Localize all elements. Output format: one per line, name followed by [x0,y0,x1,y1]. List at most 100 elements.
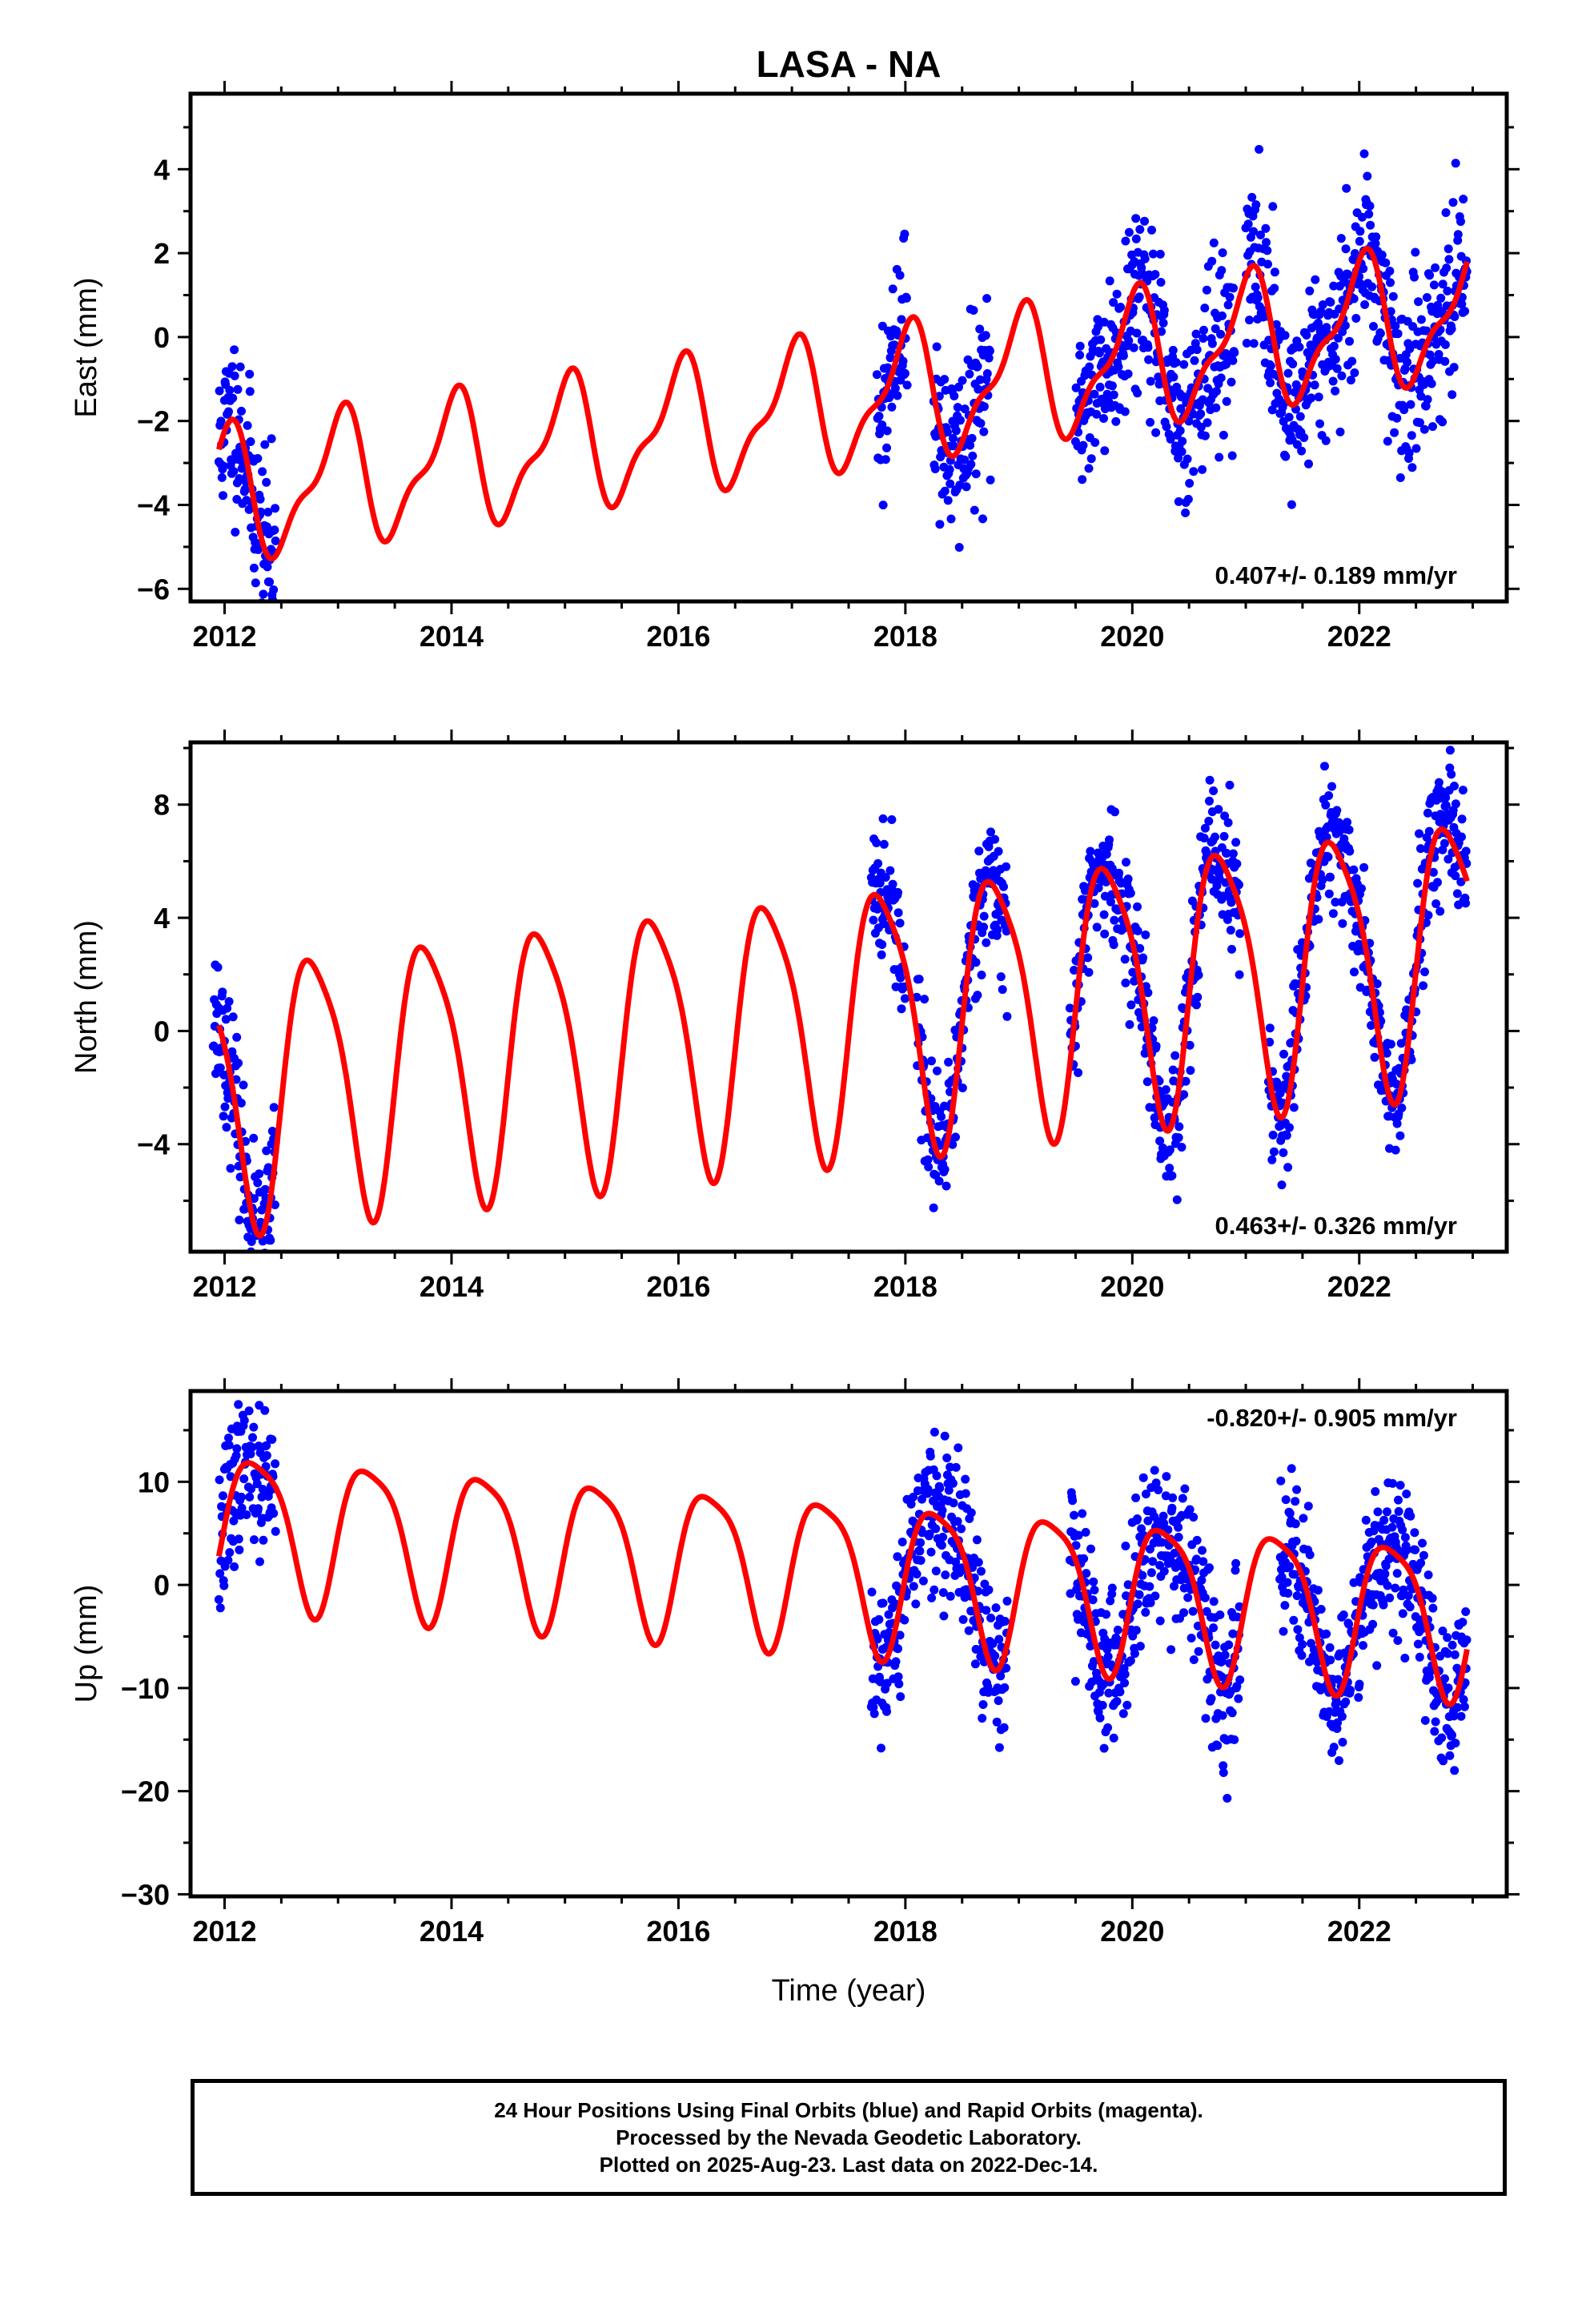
up-data-point [1415,1652,1424,1662]
up-data-point [1333,1718,1343,1727]
up-data-point [1066,1589,1075,1598]
up-data-point [1213,1741,1223,1751]
east-data-point [1171,358,1181,367]
east-data-point [1200,304,1210,313]
east-data-point [1144,355,1154,364]
east-data-point [1346,376,1355,385]
up-data-point [953,1517,962,1526]
north-data-point [234,1059,243,1068]
east-data-point [955,480,965,490]
east-data-point [1158,318,1168,328]
up-data-point [1405,1602,1415,1612]
east-data-point [1393,329,1403,339]
x-tick-label: 2020 [1100,1915,1164,1948]
up-data-point [895,1630,905,1640]
north-data-point [920,995,930,1004]
x-tick-label: 2018 [873,1270,938,1303]
up-data-point [1338,1738,1347,1747]
east-data-point [1159,306,1169,315]
up-data-point [1316,1605,1326,1614]
north-data-point [1391,1145,1400,1155]
east-data-point [954,382,963,392]
up-data-point [999,1723,1009,1732]
north-data-point [1456,877,1466,887]
up-data-point [916,1538,926,1547]
east-data-point [1202,285,1211,295]
east-data-point [1268,202,1278,211]
east-data-point [1326,297,1335,307]
east-data-point [1247,192,1257,202]
up-data-point [1413,1639,1423,1649]
north-data-point [1328,909,1338,919]
up-data-point [1388,1628,1398,1638]
up-data-point [1109,1733,1118,1743]
north-data-point [1105,835,1114,845]
east-data-point [946,514,956,524]
east-data-point [1225,292,1235,302]
east-data-point [1266,361,1275,371]
up-data-point [893,1672,903,1682]
north-data-point [1349,865,1359,875]
up-data-point [869,1709,879,1719]
up-data-point [215,1603,225,1613]
east-data-point [1345,336,1354,346]
north-data-point [885,866,895,875]
north-data-point [1225,780,1235,790]
east-data-point [985,346,994,356]
up-data-point [996,1671,1006,1681]
north-data-point [1350,967,1359,977]
up-data-point [1339,1610,1348,1619]
up-data-point [951,1462,961,1472]
east-data-point [1342,183,1351,193]
up-data-point [1138,1570,1147,1580]
up-data-point [1287,1464,1296,1474]
east-data-point [1114,362,1123,372]
east-data-point [1199,325,1208,335]
up-data-point [1104,1688,1114,1698]
up-data-point [1367,1537,1376,1546]
north-data-point [973,991,982,1000]
east-data-point [1321,436,1331,445]
up-data-point [1143,1516,1153,1526]
up-data-point [942,1454,952,1462]
north-data-point [1279,1049,1288,1059]
up-data-point [1098,1700,1107,1710]
east-data-point [1218,248,1227,258]
up-data-point [951,1557,961,1566]
y-tick-label: −4 [137,489,170,521]
north-data-point [958,1084,967,1092]
up-data-point [1174,1533,1183,1542]
north-data-point [218,987,227,997]
north-data-point [1282,1131,1291,1140]
east-data-point [1295,412,1305,421]
east-data-point [976,419,986,428]
north-data-point [1168,1065,1178,1075]
east-data-point [1421,401,1431,411]
north-data-point [232,1032,242,1042]
up-data-point [938,1506,947,1515]
east-data-point [874,412,884,421]
up-data-point [1155,1616,1165,1626]
north-data-point [982,938,991,947]
north-data-point [1434,778,1443,787]
east-data-point [1287,500,1296,509]
east-data-point [1331,386,1340,396]
up-data-point [932,1471,942,1481]
north-data-point [1138,953,1148,963]
north-data-point [1167,1171,1177,1180]
up-data-point [230,1562,239,1571]
east-data-point [975,324,985,334]
east-data-point [1100,446,1110,456]
up-data-point [252,1373,261,1381]
east-data-point [1429,280,1439,290]
east-data-point [889,340,899,350]
east-data-point [259,589,268,599]
east-data-point [263,562,272,572]
up-data-point [896,1692,905,1702]
north-data-point [873,858,883,868]
east-data-point [932,342,942,352]
up-data-point [923,1485,933,1494]
x-tick-label: 2018 [873,1915,938,1948]
up-data-point [219,1491,227,1501]
east-data-point [271,536,280,545]
